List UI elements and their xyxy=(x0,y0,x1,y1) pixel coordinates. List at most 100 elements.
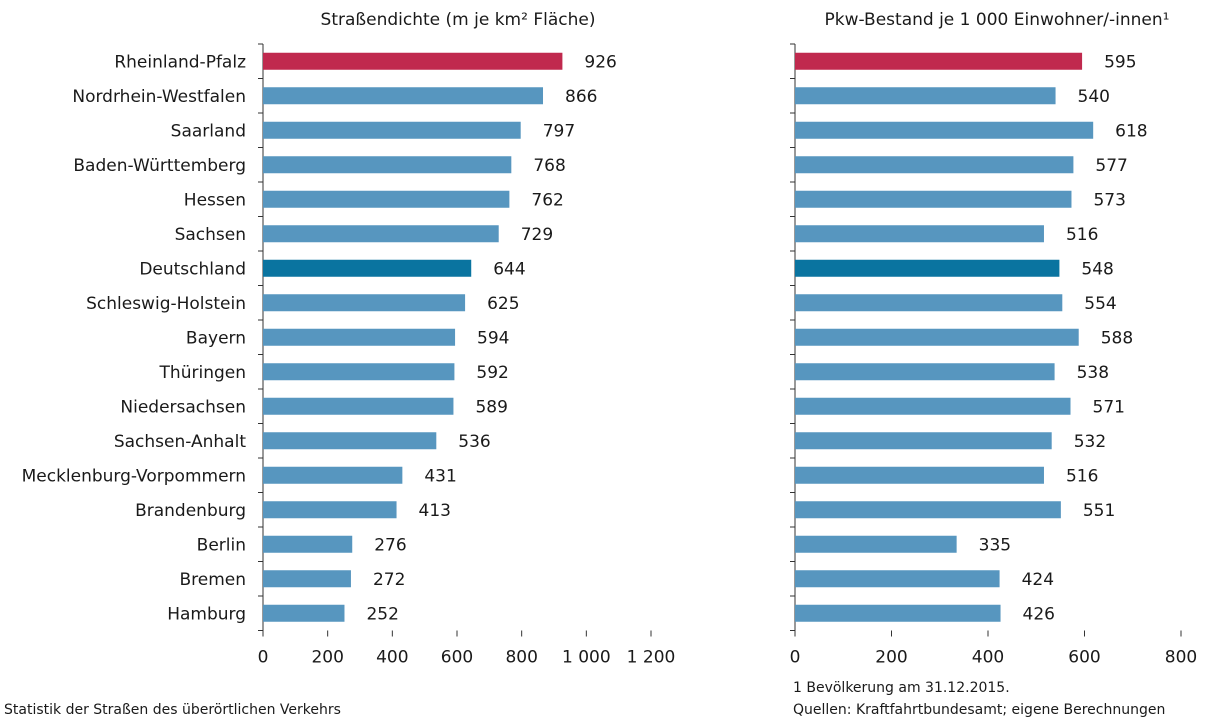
value-label: 540 xyxy=(1078,87,1110,107)
bar xyxy=(263,501,397,519)
bar xyxy=(263,535,353,553)
x-tick-label: 1 200 xyxy=(627,648,676,668)
category-label: Sachsen xyxy=(175,225,246,245)
category-label: Mecklenburg-Vorpommern xyxy=(22,466,246,486)
value-label: 768 xyxy=(533,156,565,176)
category-label: Brandenburg xyxy=(135,501,246,521)
bar xyxy=(795,87,1056,105)
category-label: Baden-Württemberg xyxy=(73,156,246,176)
value-label: 335 xyxy=(979,535,1011,555)
category-label: Berlin xyxy=(197,535,246,555)
category-label: Bremen xyxy=(179,570,246,590)
bar xyxy=(263,570,351,588)
bar xyxy=(263,397,454,415)
bar xyxy=(795,432,1052,450)
value-label: 276 xyxy=(374,535,406,555)
x-tick-label: 600 xyxy=(1068,648,1100,668)
value-label: 516 xyxy=(1066,466,1098,486)
bar xyxy=(795,52,1083,70)
x-tick-label: 200 xyxy=(311,648,343,668)
value-label: 588 xyxy=(1101,328,1133,348)
bar xyxy=(263,156,512,174)
value-label: 548 xyxy=(1081,259,1113,279)
bar xyxy=(263,52,563,70)
bar xyxy=(263,87,544,105)
bar xyxy=(795,294,1063,312)
category-label: Niedersachsen xyxy=(120,397,246,417)
value-label: 426 xyxy=(1023,604,1055,624)
bar xyxy=(263,190,510,208)
bar xyxy=(795,570,1000,588)
value-label: 516 xyxy=(1066,225,1098,245)
value-label: 538 xyxy=(1077,363,1109,383)
bar xyxy=(795,535,957,553)
value-label: 594 xyxy=(477,328,509,348)
x-tick-label: 1 000 xyxy=(562,648,611,668)
bar xyxy=(795,604,1001,622)
footnote: 1 Bevölkerung am 31.12.2015. xyxy=(793,680,1010,696)
value-label: 729 xyxy=(521,225,553,245)
bar xyxy=(795,156,1074,174)
value-label: 551 xyxy=(1083,501,1115,521)
bar xyxy=(795,466,1044,484)
chart-title: Pkw-Bestand je 1 000 Einwohner/-innen¹ xyxy=(825,10,1170,30)
value-label: 577 xyxy=(1095,156,1127,176)
bar xyxy=(263,259,472,277)
value-label: 431 xyxy=(424,466,456,486)
footnote: Quellen: Kraftfahrtbundesamt; eigene Ber… xyxy=(793,702,1165,718)
x-tick-label: 200 xyxy=(875,648,907,668)
bar xyxy=(795,121,1094,139)
value-label: 536 xyxy=(458,432,490,452)
value-label: 252 xyxy=(366,604,398,624)
value-label: 762 xyxy=(531,190,563,210)
value-label: 866 xyxy=(565,87,597,107)
value-label: 573 xyxy=(1093,190,1125,210)
value-label: 532 xyxy=(1074,432,1106,452)
bar xyxy=(263,604,345,622)
value-label: 797 xyxy=(543,121,575,141)
category-label: Schleswig-Holstein xyxy=(86,294,246,314)
bar xyxy=(263,121,521,139)
bar xyxy=(795,363,1055,381)
x-tick-label: 400 xyxy=(972,648,1004,668)
bar xyxy=(263,294,466,312)
x-tick-label: 800 xyxy=(1165,648,1197,668)
value-label: 644 xyxy=(493,259,525,279)
category-label: Nordrhein-Westfalen xyxy=(72,87,246,107)
value-label: 571 xyxy=(1093,397,1125,417)
value-label: 625 xyxy=(487,294,519,314)
bar xyxy=(263,432,437,450)
value-label: 413 xyxy=(419,501,451,521)
x-tick-label: 0 xyxy=(258,648,269,668)
bar xyxy=(795,225,1044,243)
category-label: Thüringen xyxy=(159,363,246,383)
value-label: 595 xyxy=(1104,52,1136,72)
x-tick-label: 400 xyxy=(376,648,408,668)
bar xyxy=(263,466,403,484)
category-label: Deutschland xyxy=(139,259,246,279)
category-label: Rheinland-Pfalz xyxy=(114,52,246,72)
category-label: Hamburg xyxy=(167,604,246,624)
value-label: 272 xyxy=(373,570,405,590)
value-label: 554 xyxy=(1084,294,1116,314)
bar xyxy=(263,328,456,346)
x-tick-label: 0 xyxy=(790,648,801,668)
bar xyxy=(263,363,455,381)
category-label: Saarland xyxy=(171,121,246,141)
category-label: Sachsen-Anhalt xyxy=(114,432,246,452)
category-label: Bayern xyxy=(186,328,246,348)
bar xyxy=(795,328,1079,346)
bar xyxy=(795,397,1071,415)
value-label: 424 xyxy=(1022,570,1054,590)
value-label: 618 xyxy=(1115,121,1147,141)
bar xyxy=(263,225,499,243)
x-tick-label: 600 xyxy=(441,648,473,668)
chart-title: Straßendichte (m je km² Fläche) xyxy=(321,10,596,30)
category-label: Hessen xyxy=(184,190,246,210)
x-tick-label: 800 xyxy=(505,648,537,668)
bar xyxy=(795,501,1061,519)
value-label: 592 xyxy=(476,363,508,383)
value-label: 589 xyxy=(475,397,507,417)
value-label: 926 xyxy=(584,52,616,72)
